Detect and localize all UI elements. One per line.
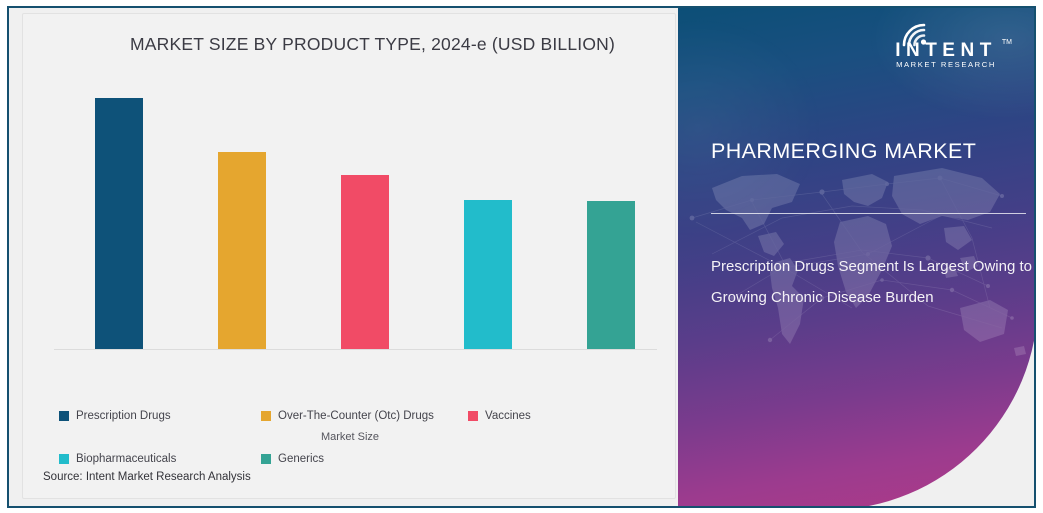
legend-item-vaccines[interactable]: Vaccines xyxy=(468,410,531,422)
legend-item-otc-drugs[interactable]: Over-The-Counter (Otc) Drugs xyxy=(261,410,434,422)
brand-panel: INTENT TM MARKET RESEARCH PHARMERGING MA… xyxy=(678,8,1034,506)
legend-swatch xyxy=(59,454,69,464)
legend-item-label: Generics xyxy=(278,453,325,465)
logo-wordmark: INTENT xyxy=(895,40,997,61)
bar-over-the-counter-otc-drugs xyxy=(218,151,267,349)
bar-vaccines xyxy=(341,175,389,349)
chart-title: MARKET SIZE BY PRODUCT TYPE, 2024-e (USD… xyxy=(130,34,616,54)
legend-row-1: Prescription Drugs Over-The-Counter (Otc… xyxy=(43,399,657,442)
panel-divider xyxy=(711,213,1026,214)
legend-item-label: Prescription Drugs xyxy=(76,410,171,422)
legend-swatch xyxy=(261,454,271,464)
x-axis-label: Market Size xyxy=(320,431,380,443)
panel-title: PHARMERGING MARKET xyxy=(711,139,977,163)
panel-gradient-background xyxy=(678,8,1034,506)
signal-arc-icon xyxy=(902,23,927,47)
legend-item-label: Over-The-Counter (Otc) Drugs xyxy=(278,410,434,422)
legend-swatch xyxy=(59,411,69,421)
source-note: Source: Intent Market Research Analysis xyxy=(43,471,251,483)
legend-row-2: Biopharmaceuticals Generics xyxy=(43,442,657,485)
chart-legend: Prescription Drugs Over-The-Counter (Otc… xyxy=(43,399,657,485)
panel-light-overlay xyxy=(678,8,1034,506)
bar-prescription-drugs xyxy=(95,98,144,349)
panel-body-text: Prescription Drugs Segment Is Largest Ow… xyxy=(711,258,1032,306)
legend-swatch xyxy=(261,411,271,421)
brand-logo[interactable]: INTENT TM MARKET RESEARCH xyxy=(880,16,1012,72)
bar-biopharmaceuticals xyxy=(463,199,512,349)
world-map-decoration xyxy=(678,8,1034,506)
legend-item-label: Vaccines xyxy=(485,410,531,422)
chart-card: MARKET SIZE BY PRODUCT TYPE, 2024-e (USD… xyxy=(22,13,676,499)
logo-subtitle: MARKET RESEARCH xyxy=(896,60,996,69)
chart-plot-area: Market Size xyxy=(43,90,657,443)
legend-item-biopharmaceuticals[interactable]: Biopharmaceuticals xyxy=(59,453,176,465)
legend-swatch xyxy=(468,411,478,421)
outer-frame: MARKET SIZE BY PRODUCT TYPE, 2024-e (USD… xyxy=(7,6,1036,508)
x-axis-line xyxy=(54,349,657,350)
legend-item-prescription-drugs[interactable]: Prescription Drugs xyxy=(59,410,171,422)
legend-item-label: Biopharmaceuticals xyxy=(76,453,177,465)
legend-item-generics[interactable]: Generics xyxy=(261,453,324,465)
bar-series xyxy=(43,90,657,349)
logo-trademark: TM xyxy=(1001,39,1012,46)
bar-generics xyxy=(586,200,635,349)
